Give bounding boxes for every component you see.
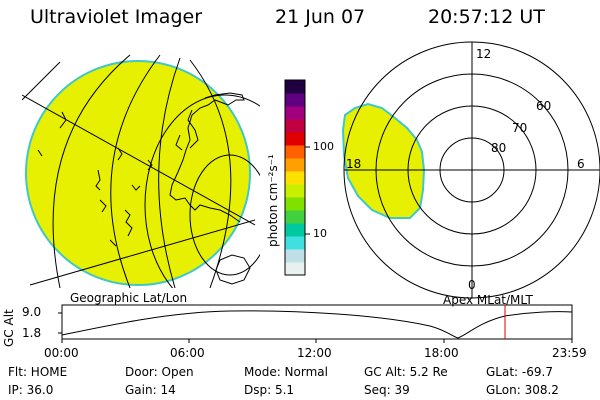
earth-disk [25, 60, 251, 286]
colorbar-tick-10: 10 [313, 227, 327, 240]
gain-value: Gain: 14 [125, 383, 176, 397]
colorbar-band [285, 93, 305, 107]
colorbar-band [285, 106, 305, 120]
altitude-y-top: 9.0 [22, 305, 42, 319]
x-tick-0600: 06:00 [170, 346, 205, 360]
colorbar-band [285, 119, 305, 133]
colorbar-band [285, 197, 305, 211]
x-tick-2359: 23:59 [552, 346, 587, 360]
x-tick-1800: 18:00 [424, 346, 459, 360]
colorbar-band [285, 236, 305, 250]
seq-value: Seq: 39 [364, 383, 410, 397]
mlt-18-label: 18 [346, 157, 362, 171]
colorbar-band [285, 158, 305, 172]
colorbar-band [285, 262, 305, 276]
altitude-curve [61, 310, 573, 339]
glat-value: GLat: -69.7 [486, 365, 553, 379]
emission-region [341, 102, 426, 219]
app-title: Ultraviolet Imager [30, 6, 203, 28]
mode-status: Mode: Normal [244, 365, 328, 379]
colorbar-band [285, 223, 305, 237]
flight-status: Flt: HOME [8, 365, 68, 379]
colorbar-band [285, 184, 305, 198]
mlat-80-label: 80 [491, 141, 507, 155]
dsp-value: Dsp: 5.1 [244, 383, 295, 397]
colorbar-band [285, 80, 305, 94]
colorbar-band [285, 210, 305, 224]
date-label: 21 Jun 07 [275, 6, 366, 28]
colorbar-band [285, 132, 305, 146]
altitude-y-bottom: 1.8 [22, 326, 42, 340]
mlt-0-label: 0 [468, 278, 476, 292]
altitude-ylabel: GC Alt [2, 309, 16, 347]
mlat-70-label: 70 [512, 121, 528, 135]
glon-value: GLon: 308.2 [486, 383, 559, 397]
door-status: Door: Open [125, 365, 194, 379]
time-label: 20:57:12 UT [428, 6, 545, 28]
colorbar-band [285, 145, 305, 159]
mlt-6-label: 6 [577, 157, 585, 171]
ip-value: IP: 36.0 [8, 383, 54, 397]
geo-panel-label: Geographic Lat/Lon [70, 291, 188, 305]
gc-alt-value: GC Alt: 5.2 Re [364, 365, 448, 379]
mlat-60-label: 60 [536, 99, 552, 113]
mlt-12-label: 12 [476, 47, 492, 61]
colorbar-band [285, 249, 305, 263]
x-tick-0000: 00:00 [44, 346, 79, 360]
x-tick-1200: 12:00 [297, 346, 332, 360]
polar-panel-label: Apex MLat/MLT [443, 293, 533, 307]
colorbar-band [285, 171, 305, 185]
colorbar-tick-100: 100 [313, 140, 334, 153]
